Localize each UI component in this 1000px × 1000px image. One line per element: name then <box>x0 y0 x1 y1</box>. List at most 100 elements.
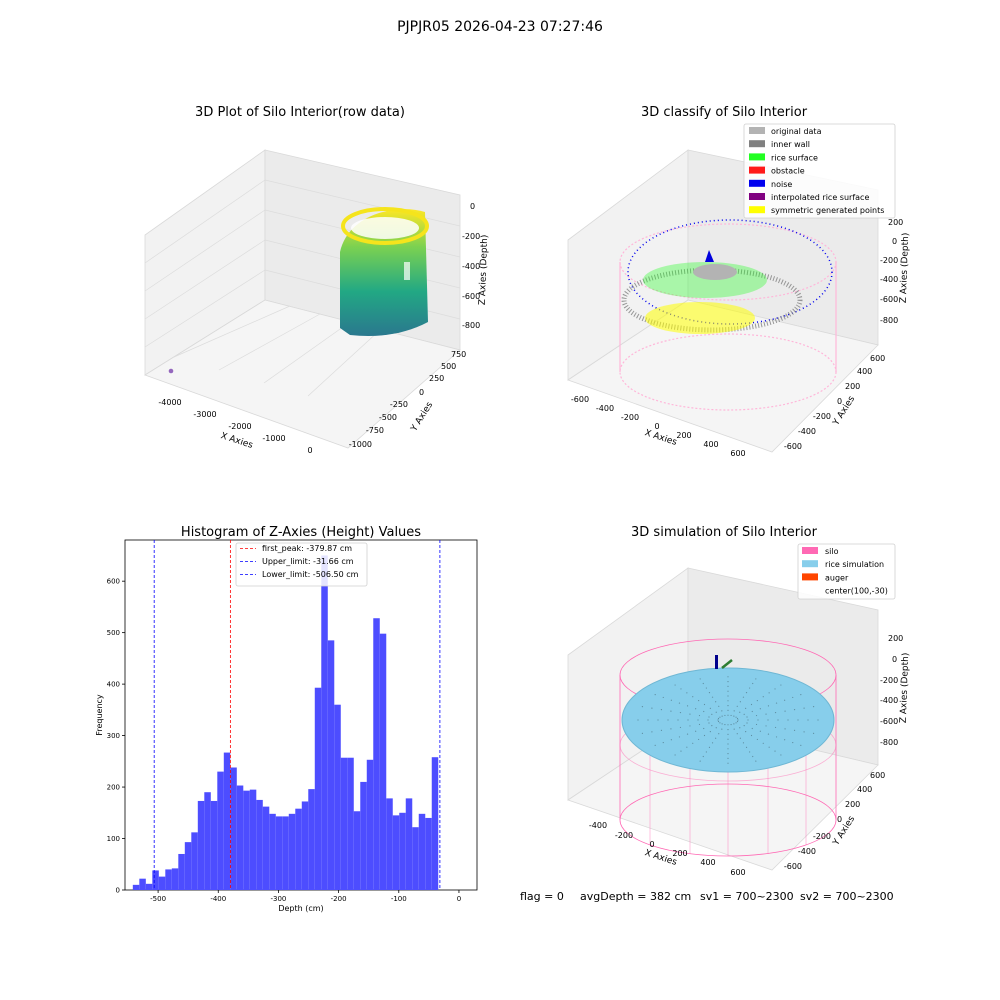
simulation-rice-mesh-point <box>686 705 689 707</box>
simulation-rice-mesh-point <box>727 690 729 692</box>
simulation-ztick: -600 <box>880 717 898 726</box>
simulation-xtick: 0 <box>649 840 654 849</box>
simulation-rice-mesh-point <box>670 739 672 741</box>
classify-ztick: 0 <box>892 237 897 246</box>
histogram-y-tick-label: 500 <box>107 629 120 637</box>
raw-ztick: -600 <box>462 292 480 301</box>
histogram-bar <box>412 827 419 890</box>
simulation-rice-mesh-point <box>727 753 729 755</box>
histogram-bar <box>217 771 224 890</box>
classify-obstacle-cluster <box>705 250 714 262</box>
classify-ytick: -200 <box>813 412 831 421</box>
simulation-rice-mesh-point <box>727 743 729 745</box>
simulation-rice-mesh-point <box>674 684 676 686</box>
simulation-rice-mesh-point <box>647 719 649 721</box>
classify-symmetric-points <box>645 302 755 334</box>
histogram-bar <box>139 878 146 890</box>
simulation-rice-mesh-point <box>660 729 663 731</box>
raw-ztick: -400 <box>462 262 480 271</box>
histogram-legend-label: first_peak: -379.87 cm <box>262 544 352 553</box>
histogram-bar <box>152 870 159 890</box>
histogram-bar <box>132 884 140 890</box>
simulation-rice-mesh-point <box>739 701 741 703</box>
classify-original-data <box>693 264 737 280</box>
simulation-rice-mesh-point <box>745 707 747 709</box>
classify-legend-swatch <box>749 193 765 200</box>
histogram-bar <box>308 789 315 890</box>
histogram-y-tick-label: 100 <box>107 835 120 843</box>
simulation-rice-mesh-point <box>718 733 720 735</box>
raw-xtick: 0 <box>307 446 312 455</box>
histogram-bar <box>191 832 198 890</box>
simulation-rice-mesh-point <box>817 719 819 721</box>
simulation-rice-mesh-point <box>727 724 729 726</box>
simulation-xtick: 600 <box>730 868 745 877</box>
simulation-rice-mesh-point <box>727 685 729 688</box>
histogram-bar <box>327 640 335 890</box>
simulation-rice-mesh-point <box>752 682 754 685</box>
simulation-rice-mesh-point <box>717 720 720 723</box>
simulation-rice-mesh-point <box>755 678 757 680</box>
simulation-rice-mesh-point <box>702 755 704 758</box>
simulation-rice-mesh-point <box>812 706 815 708</box>
histogram-y-tick-label: 400 <box>107 681 120 689</box>
simulation-rice-mesh-point <box>727 695 729 697</box>
simulation-rice-mesh-point <box>727 705 729 707</box>
histogram-x-tick-label: -400 <box>210 895 226 903</box>
histogram-bar <box>334 704 341 890</box>
simulation-rice-mesh-point <box>711 713 713 715</box>
histogram-bar <box>399 812 406 890</box>
simulation-rice-mesh-point <box>721 715 723 717</box>
simulation-legend-swatch <box>802 560 818 568</box>
simulation-rice-mesh-point <box>662 696 664 699</box>
simulation-rice-mesh-point <box>735 716 737 718</box>
simulation-rice-mesh-point <box>727 762 729 764</box>
figure-title: PJPJR05 2026-04-23 07:27:46 <box>397 19 603 35</box>
simulation-legend-swatch <box>802 547 818 554</box>
histogram-bar <box>340 757 348 890</box>
footer-avg-depth: avgDepth = 382 cm <box>580 890 691 903</box>
simulation-rice-mesh-point <box>746 716 748 718</box>
classify-legend: original data inner wall rice surface obsta… <box>743 123 896 219</box>
histogram-bar <box>269 813 276 890</box>
histogram-bar <box>418 813 426 890</box>
simulation-rice-surface <box>621 667 835 773</box>
simulation-ytick: 200 <box>845 800 860 809</box>
histogram-legend-label: Lower_limit: -506.50 cm <box>262 570 359 579</box>
classify-legend-swatch <box>749 140 765 148</box>
classify-legend-swatch <box>749 179 765 187</box>
simulation-rice-mesh-point <box>768 692 770 694</box>
histogram-x-tick-label: -200 <box>331 895 347 903</box>
simulation-rice-mesh-point <box>807 719 809 721</box>
simulation-rice-mesh-point <box>686 733 689 735</box>
histogram-y-tick-label: 300 <box>107 732 120 740</box>
histogram-bar <box>431 757 439 890</box>
simulation-auger-shaft <box>715 655 718 669</box>
simulation-rice-mesh-point <box>739 737 741 739</box>
simulation-rice-mesh-point <box>711 725 713 727</box>
histogram-bar <box>223 752 231 890</box>
histogram-x-tick-label: -100 <box>391 895 407 903</box>
simulation-rice-mesh-point <box>698 699 700 702</box>
raw-ztick: -800 <box>462 321 480 330</box>
histogram-bar <box>373 618 380 890</box>
simulation-rice-mesh-point <box>800 744 802 746</box>
simulation-rice-mesh-point <box>695 730 697 732</box>
simulation-rice-mesh-point <box>709 707 711 709</box>
simulation-rice-mesh-point <box>792 696 794 699</box>
histogram-xlabel: Depth (cm) <box>278 904 323 913</box>
classify-legend-frame <box>743 123 896 219</box>
simulation-ztick: -400 <box>880 696 898 705</box>
simulation-rice-mesh-point <box>749 751 751 753</box>
simulation-legend: silo rice simulation auger center(100,-30) <box>797 543 896 600</box>
histogram-bar <box>347 757 354 890</box>
histogram-x-ticks: -500 -400 -300 -200 -100 0 <box>150 890 461 903</box>
simulation-rice-mesh-point <box>699 678 701 680</box>
simulation-rice-mesh-point <box>705 751 707 753</box>
simulation-rice-mesh-point <box>715 711 717 713</box>
simulation-ztick: 200 <box>888 634 903 643</box>
simulation-rice-mesh-point <box>733 723 735 725</box>
simulation-rice-mesh-point <box>679 726 682 729</box>
simulation-rice-mesh-point <box>762 696 764 698</box>
